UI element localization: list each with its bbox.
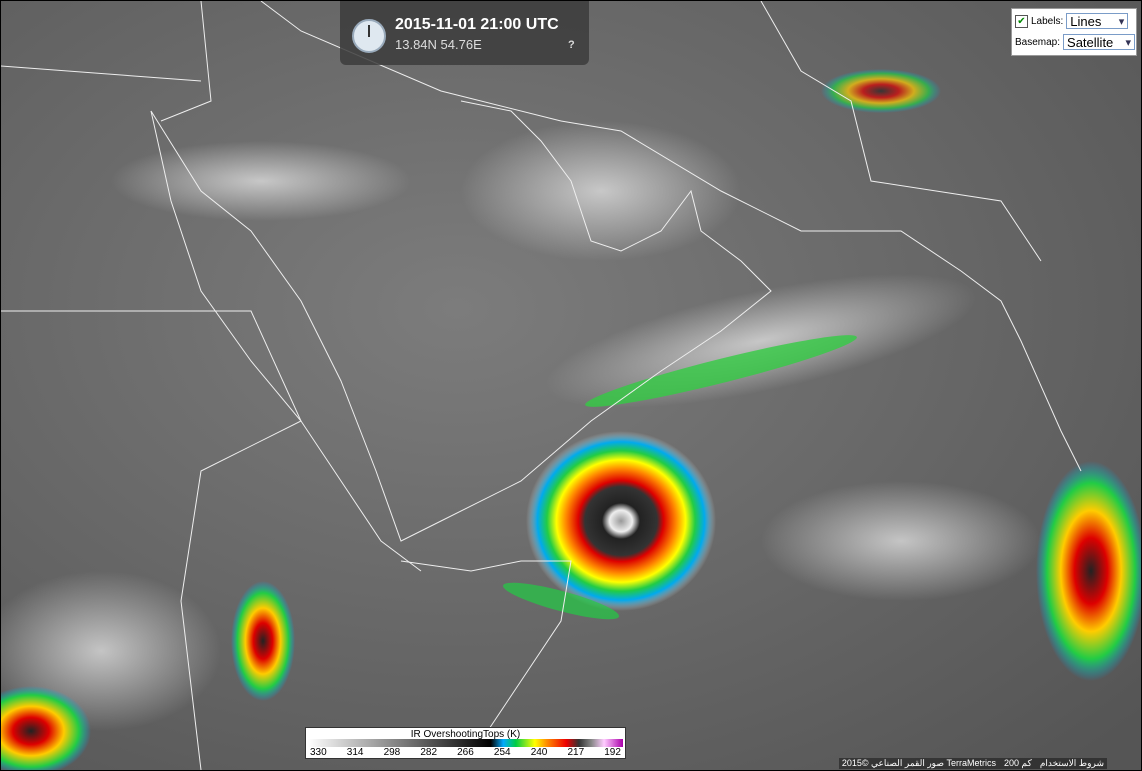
time-panel: 2015-11-01 21:00 UTC 13.84N 54.76E ? <box>340 1 589 65</box>
storm <box>1 686 91 770</box>
terms-link[interactable]: شروط الاستخدام <box>1039 758 1104 768</box>
cloud-band <box>545 274 977 408</box>
legend-tick: 217 <box>567 747 585 758</box>
labels-label: Labels: <box>1031 15 1064 27</box>
legend-tick: 282 <box>420 747 438 758</box>
scale: 200 كم <box>1004 758 1032 768</box>
credit: صور القمر الصناعي ©2015 TerraMetrics <box>841 758 996 768</box>
rain-band <box>502 582 620 620</box>
coastlines <box>1 1 1082 770</box>
legend-tick: 240 <box>530 747 548 758</box>
storm <box>1036 461 1141 681</box>
legend-tick: 192 <box>604 747 621 758</box>
help-button[interactable]: ? <box>568 39 575 51</box>
color-bar <box>308 739 623 747</box>
cloud <box>761 481 1041 601</box>
legend: IR OvershootingTops (K) 330 314 298 282 266 2… <box>305 727 626 759</box>
cloud <box>461 121 741 261</box>
attribution: صور القمر الصناعي ©2015 TerraMetrics 200… <box>838 758 1107 769</box>
storm <box>821 69 941 113</box>
cyclone <box>526 431 716 611</box>
legend-tick: 298 <box>383 747 401 758</box>
labels-checkbox[interactable]: ✔ <box>1015 14 1028 28</box>
basemap-label: Basemap: <box>1015 36 1061 48</box>
controls: ✔ Labels: Lines Basemap: Satellite <box>1011 8 1137 56</box>
rain-band <box>585 335 857 407</box>
legend-tick: 266 <box>457 747 474 758</box>
legend-tick: 314 <box>346 747 364 758</box>
coordinates: 13.84N 54.76E <box>395 37 482 52</box>
legend-ticks: 330 314 298 282 266 254 240 217 192 <box>310 747 621 758</box>
legend-tick: 254 <box>493 747 511 758</box>
basemap-select[interactable]: Satellite <box>1063 34 1136 50</box>
legend-tick: 330 <box>310 747 327 758</box>
clock-icon <box>352 19 386 53</box>
storm <box>231 581 295 701</box>
legend-title: IR OvershootingTops (K) <box>410 729 521 740</box>
labels-select[interactable]: Lines <box>1066 13 1129 29</box>
cloud <box>111 141 411 221</box>
timestamp: 2015-11-01 21:00 UTC <box>395 16 559 33</box>
